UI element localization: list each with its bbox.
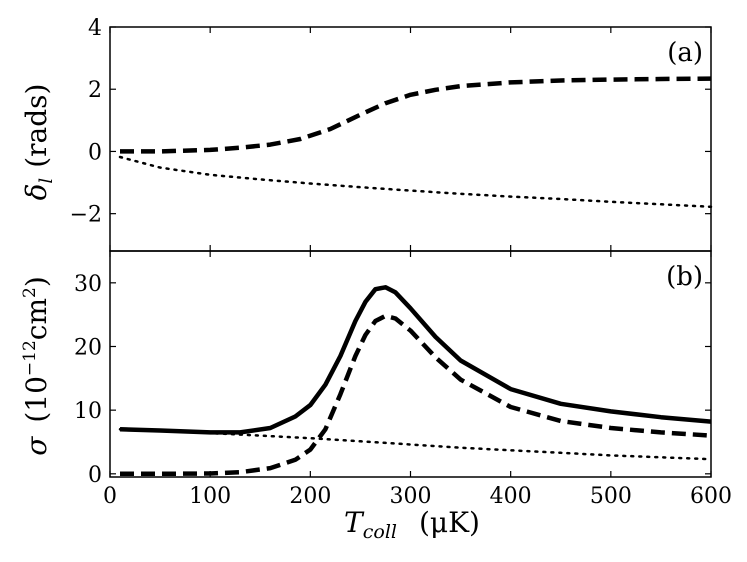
x-tick-label: 0 (103, 484, 117, 509)
panel-b-ytick-label: 0 (88, 463, 102, 488)
panel-a-series-dotted (118, 155, 713, 209)
panel-b-ytick-label: 30 (74, 272, 102, 297)
panel-b-series-solid (119, 285, 712, 435)
panel-b-ytick-label: 10 (74, 399, 102, 424)
panel-b-series-dotted (118, 428, 713, 461)
x-tick-label: 500 (590, 484, 632, 509)
x-tick-label: 600 (690, 484, 732, 509)
panel-b-series-dashed (120, 313, 712, 477)
x-axis-label: Tcoll (μK) (344, 506, 480, 543)
x-tick-label: 200 (289, 484, 331, 509)
panel-a-ytick-label: 2 (88, 78, 102, 103)
panel-b-label: (b) (666, 262, 703, 292)
panel-a-ytick-label: 4 (88, 16, 102, 41)
panel-b-frame (109, 250, 712, 478)
panel-a-ytick-label: 0 (88, 140, 102, 165)
panel-b-ytick-label: 20 (74, 335, 102, 360)
panel-a-ylabel: δl(rads) (20, 84, 57, 201)
x-tick-label: 100 (189, 484, 231, 509)
panel-a-series-dashed (120, 76, 712, 154)
panel-a-label: (a) (667, 38, 703, 68)
panel-a-frame (109, 26, 712, 252)
panel-b-ylabel: σ(10−12cm2) (20, 276, 53, 456)
x-tick-label: 300 (390, 484, 432, 509)
x-tick-label: 400 (490, 484, 532, 509)
panel-a: 4 2 0 −2 (a) (70, 16, 713, 252)
panel-a-ytick-label: −2 (70, 203, 102, 228)
